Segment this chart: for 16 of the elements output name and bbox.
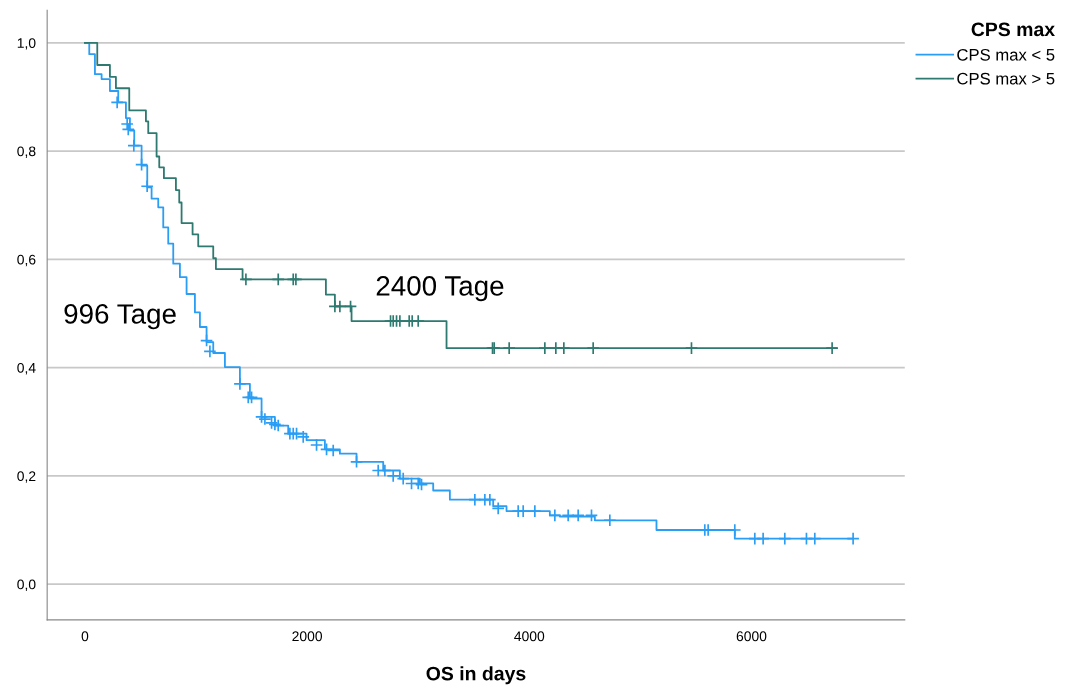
y-tick-label: 0,2 [17, 471, 36, 483]
y-tick-label: 0,4 [17, 362, 36, 375]
y-tick-label: 0,8 [17, 146, 36, 158]
y-tick-label: 0,6 [17, 254, 36, 267]
y-tick-label: 0,0 [17, 579, 36, 591]
annotation: 2400 Tage [376, 276, 504, 302]
x-tick-label: 6000 [736, 631, 767, 642]
x-tick-label: 4000 [514, 631, 545, 642]
annotation: 996 Tage [64, 304, 176, 330]
x-tick-label: 2000 [292, 631, 323, 642]
legend-title: CPS max [971, 22, 1055, 37]
legend-label: CPS max > 5 [957, 72, 1055, 85]
legend-label: CPS max < 5 [957, 48, 1055, 61]
x-axis-title: OS in days [426, 666, 526, 685]
x-tick-label: 0 [81, 631, 89, 642]
y-tick-label: 1,0 [17, 38, 36, 50]
